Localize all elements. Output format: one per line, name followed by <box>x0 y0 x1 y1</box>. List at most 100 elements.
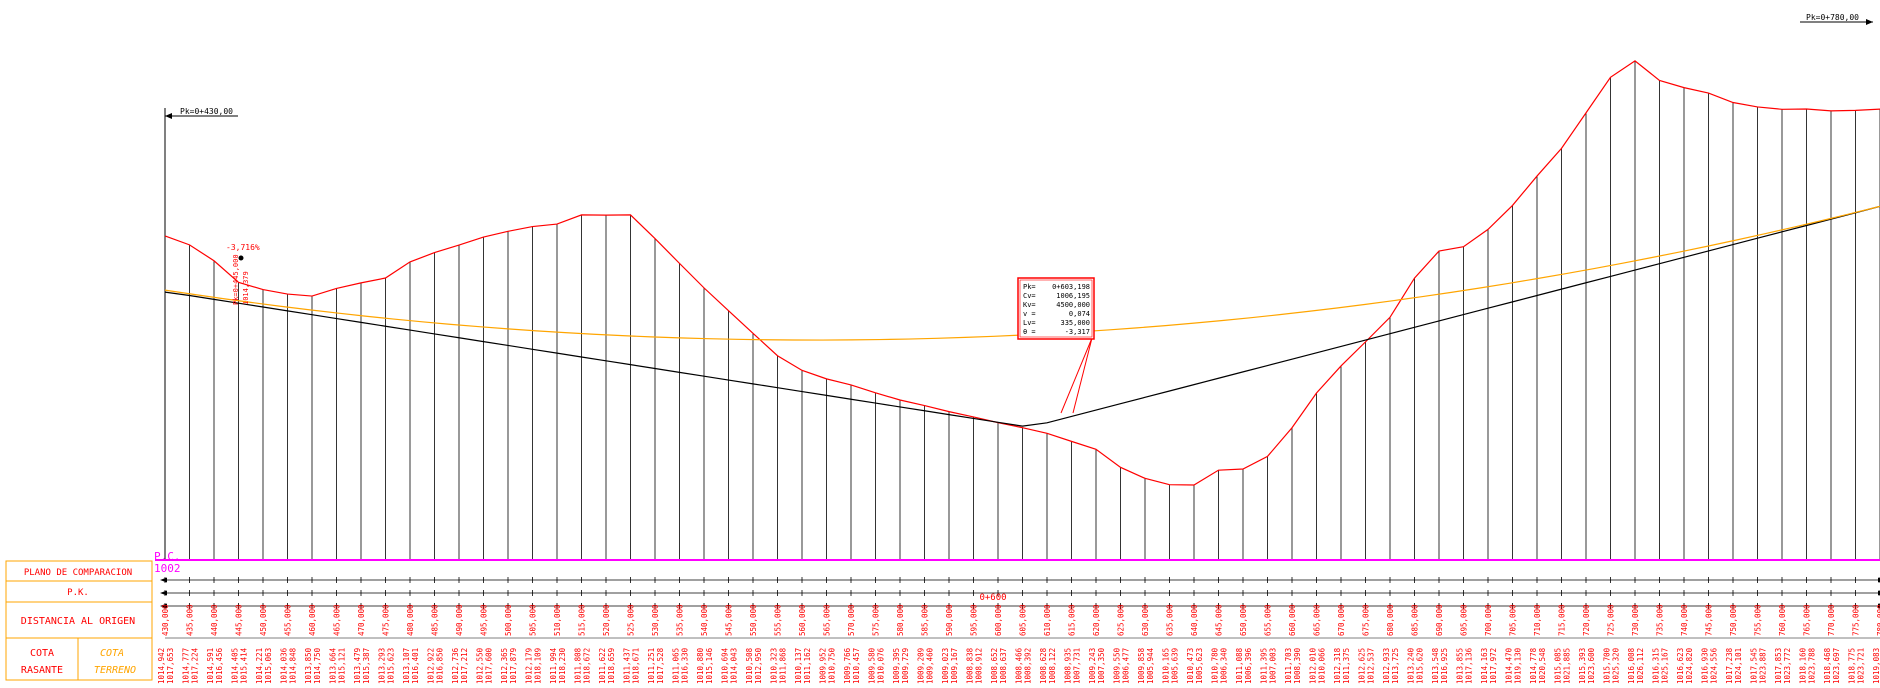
station-distance-label: 690,000 <box>1435 604 1444 636</box>
station-cota-rasante-label: 1010,323 <box>770 648 779 684</box>
station-cota-terreno-label: 1016,330 <box>681 647 690 684</box>
station-cota-terreno-label: 1008,122 <box>1048 648 1057 684</box>
band-arrow-left <box>160 590 167 596</box>
station-cota-terreno-label: 1009,729 <box>901 648 910 684</box>
station-distance-label: 665,000 <box>1313 604 1322 636</box>
station-cota-terreno-label: 1017,212 <box>460 648 469 684</box>
station-distance-label: 595,000 <box>970 604 979 636</box>
station-cota-terreno-label: 1026,112 <box>1636 648 1645 684</box>
station-cota-terreno-label: 1012,950 <box>754 647 763 684</box>
vc-label: Kv= <box>1023 301 1036 309</box>
vc-value: 0,074 <box>1069 310 1090 318</box>
station-cota-terreno-label: 1015,414 <box>240 647 249 684</box>
station-cota-rasante-label: 1010,694 <box>721 647 730 684</box>
legend-pk: P.K. <box>67 588 89 598</box>
legend-cota: COTA <box>30 648 54 659</box>
station-cota-terreno-label: 1015,620 <box>1416 647 1425 684</box>
station-distance-label: 530,000 <box>651 604 660 636</box>
station-distance-label: 770,000 <box>1827 604 1836 636</box>
station-distance-label: 525,000 <box>627 604 636 636</box>
station-cota-rasante-label: 1009,766 <box>843 647 852 684</box>
station-distance-label: 615,000 <box>1068 604 1077 636</box>
station-cota-rasante-label: 1009,550 <box>1113 647 1122 684</box>
station-cota-terreno-label: 1016,456 <box>215 647 224 684</box>
station-cota-rasante-label: 1009,952 <box>819 648 828 684</box>
station-distance-label: 470,000 <box>357 604 366 636</box>
station-distance-label: 735,000 <box>1656 604 1665 636</box>
station-cota-rasante-label: 1011,703 <box>1284 648 1293 684</box>
station-distance-label: 755,000 <box>1754 604 1763 636</box>
station-cota-terreno-label: 1015,623 <box>387 648 396 684</box>
station-cota-terreno-label: 1018,672 <box>583 648 592 684</box>
station-distance-label: 475,000 <box>382 604 391 636</box>
station-distance-label: 715,000 <box>1558 604 1567 636</box>
station-cota-terreno-label: 1023,772 <box>1783 648 1792 684</box>
station-distance-label: 650,000 <box>1239 604 1248 636</box>
station-cota-rasante-label: 1010,137 <box>794 648 803 684</box>
station-cota-rasante-label: 1009,023 <box>941 648 950 684</box>
station-distance-label: 655,000 <box>1264 604 1273 636</box>
station-cota-terreno-label: 1011,162 <box>803 648 812 684</box>
station-cota-rasante-label: 1015,085 <box>1554 648 1563 684</box>
station-distance-label: 545,000 <box>725 604 734 636</box>
station-distance-label: 610,000 <box>1043 604 1052 636</box>
station-cota-terreno-label: 1017,879 <box>509 648 518 684</box>
vc-value: 0+603,198 <box>1052 283 1090 291</box>
station-cota-rasante-label: 1013,293 <box>378 648 387 684</box>
station-cota-terreno-label: 1016,850 <box>436 647 445 684</box>
station-cota-terreno-label: 1018,659 <box>607 648 616 684</box>
station-distance-label: 740,000 <box>1680 604 1689 636</box>
station-distance-label: 720,000 <box>1582 604 1591 636</box>
station-cota-rasante-label: 1013,479 <box>353 648 362 684</box>
station-cota-terreno-label: 1005,639 <box>1171 648 1180 684</box>
vc-label: v = <box>1023 310 1036 318</box>
station-cota-terreno-label: 1024,556 <box>1710 647 1719 684</box>
station-cota-terreno-label: 1016,401 <box>411 648 420 684</box>
station-cota-terreno-label: 1006,340 <box>1220 647 1229 684</box>
station-cota-terreno-label: 1015,121 <box>338 648 347 684</box>
station-distance-label: 575,000 <box>872 604 881 636</box>
station-cota-rasante-label: 1008,935 <box>1064 648 1073 684</box>
profile-lines <box>164 60 1880 486</box>
station-cota-rasante-label: 1011,437 <box>623 648 632 684</box>
station-cota-rasante-label: 1012,736 <box>451 647 460 684</box>
station-distance-label: 585,000 <box>921 604 930 636</box>
station-distance-label: 620,000 <box>1092 604 1101 636</box>
grade-cota: 1014,379 <box>242 271 250 305</box>
station-cota-terreno-label: 1010,066 <box>1318 647 1327 684</box>
station-distance-label: 635,000 <box>1166 604 1175 636</box>
station-distance-label: 780,000 <box>1876 604 1880 636</box>
station-distance-label: 710,000 <box>1533 604 1542 636</box>
datum-value: 1002 <box>154 562 181 575</box>
station-cota-terreno-label: 1006,477 <box>1122 648 1131 684</box>
station-distance-label: 540,000 <box>700 604 709 636</box>
station-distance-label: 640,000 <box>1190 604 1199 636</box>
station-distance-label: 730,000 <box>1631 604 1640 636</box>
vc-value: 1006,195 <box>1056 292 1090 300</box>
station-cota-terreno-label: 1017,653 <box>166 648 175 684</box>
station-distance-label: 590,000 <box>945 604 954 636</box>
station-cota-terreno-label: 1005,944 <box>1146 647 1155 684</box>
station-cota-rasante-label: 1011,994 <box>549 647 558 684</box>
station-cota-terreno-label: 1008,392 <box>1024 648 1033 684</box>
station-cota-terreno-label: 1023,697 <box>1832 648 1841 684</box>
band-arrow-left <box>160 603 167 609</box>
station-cota-rasante-label: 1008,838 <box>966 647 975 684</box>
station-cota-rasante-label: 1012,550 <box>476 647 485 684</box>
vc-label: Cv= <box>1023 292 1036 300</box>
grade-marker: -3,716% Pk=0+445,000 1014,379 <box>226 243 260 305</box>
station-cota-rasante-label: 1010,780 <box>1211 647 1220 684</box>
station-cota-rasante-label: 1009,243 <box>1088 648 1097 684</box>
station-cota-rasante-label: 1010,508 <box>745 647 754 684</box>
station-cota-rasante-label: 1018,775 <box>1848 648 1857 684</box>
station-distance-label: 765,000 <box>1803 604 1812 636</box>
station-cota-terreno-label: 1017,224 <box>191 647 200 684</box>
legend-rasante: RASANTE <box>21 665 63 676</box>
station-distance-label: 680,000 <box>1386 604 1395 636</box>
station-cota-terreno-label: 1005,623 <box>1195 648 1204 684</box>
station-cota-terreno-label: 1018,671 <box>632 648 641 684</box>
station-distance-label: 535,000 <box>676 604 685 636</box>
station-distance-label: 445,000 <box>235 604 244 636</box>
station-distance-label: 440,000 <box>210 604 219 636</box>
band-arrow-left <box>160 577 167 583</box>
